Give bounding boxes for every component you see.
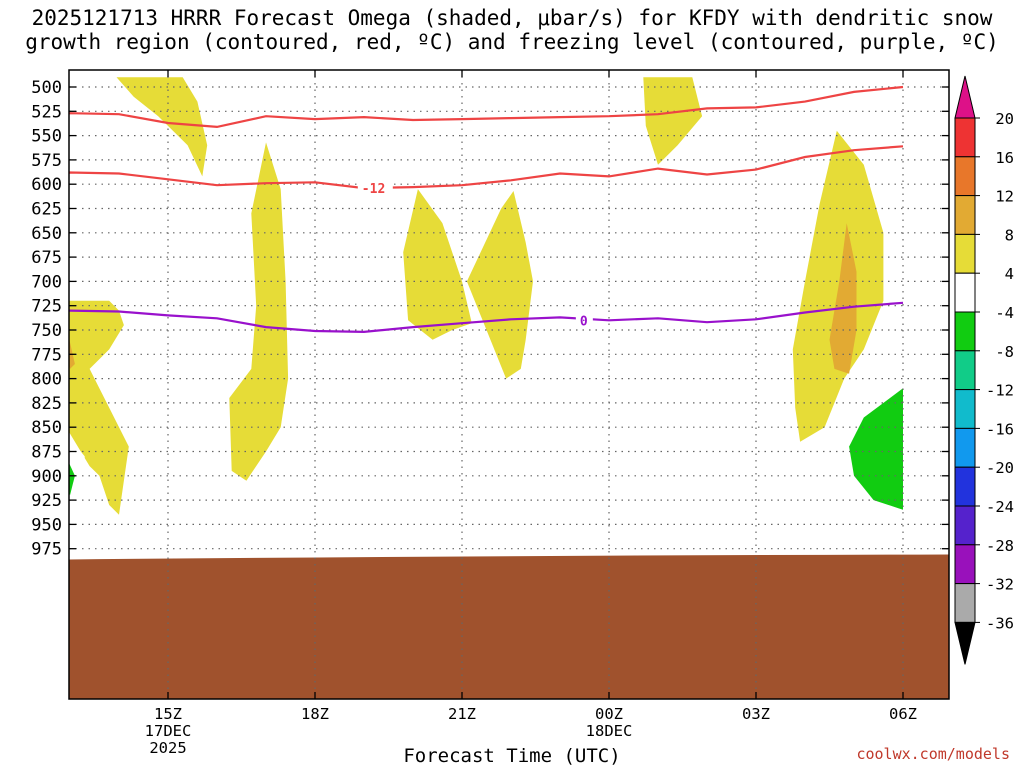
gridlines bbox=[69, 70, 949, 699]
colorbar-label--4: -4 bbox=[995, 304, 1014, 322]
omega-region-4 bbox=[172, 271, 183, 316]
contour-label-2: 0 bbox=[580, 314, 588, 329]
ytick-label-800: 800 bbox=[31, 370, 62, 390]
colorbar-bin--20 bbox=[954, 427, 976, 468]
colorbar-label--12: -12 bbox=[986, 382, 1014, 400]
omega-region-7 bbox=[69, 436, 85, 520]
ytick-label-700: 700 bbox=[31, 272, 62, 292]
ytick-label-975: 975 bbox=[31, 540, 62, 560]
ytick-label-525: 525 bbox=[31, 102, 62, 122]
terrain-layer bbox=[69, 554, 949, 699]
colorbar-label--24: -24 bbox=[986, 498, 1014, 516]
ytick-label-675: 675 bbox=[31, 248, 62, 268]
temperature-contours: -12 0 bbox=[69, 85, 904, 334]
contour-label-bg-2 bbox=[575, 312, 593, 329]
xtick-sub2-15Z: 2025 bbox=[149, 739, 186, 757]
colorbar-label--16: -16 bbox=[986, 420, 1014, 438]
chart-title-line1: 2025121713 HRRR Forecast Omega (shaded, … bbox=[31, 6, 993, 30]
ytick-label-775: 775 bbox=[31, 345, 62, 365]
colorbar-label-4: 4 bbox=[1005, 265, 1014, 283]
colorbar-bin--8 bbox=[954, 311, 976, 352]
terrain-surface bbox=[69, 554, 949, 699]
colorbar-label--20: -20 bbox=[986, 459, 1014, 477]
ytick-label-950: 950 bbox=[31, 515, 62, 535]
xtick-label-15Z: 15Z bbox=[154, 705, 182, 723]
credit-text: coolwx.com/models bbox=[856, 745, 1010, 763]
colorbar-label--36: -36 bbox=[986, 614, 1014, 632]
contour-0 bbox=[69, 85, 904, 129]
xtick-label-21Z: 21Z bbox=[448, 705, 476, 723]
colorbar-bin--32 bbox=[954, 544, 976, 585]
omega-region-3 bbox=[229, 142, 289, 481]
colorbar-bin-12 bbox=[954, 156, 976, 197]
omega-region-5 bbox=[69, 300, 129, 515]
ytick-label-625: 625 bbox=[31, 200, 62, 220]
colorbar-label--8: -8 bbox=[995, 343, 1014, 361]
xtick-label-03Z: 03Z bbox=[742, 705, 770, 723]
colorbar: 20 16 12 8 4 -4 -8 -12 -16 -20 -24 -28 -32 -36 bbox=[954, 75, 1014, 665]
omega-region-14 bbox=[792, 130, 884, 442]
colorbar-bin--36 bbox=[954, 583, 976, 623]
omega-region-1 bbox=[204, 77, 227, 153]
colorbar-bin--12 bbox=[954, 350, 976, 391]
colorbar-label-8: 8 bbox=[1005, 226, 1014, 244]
colorbar-bin--4 bbox=[954, 272, 976, 313]
colorbar-label--32: -32 bbox=[986, 576, 1014, 594]
contour-label-bg-1 bbox=[357, 180, 393, 197]
ytick-label-550: 550 bbox=[31, 127, 62, 147]
omega-region-12 bbox=[643, 77, 703, 165]
colorbar-over-arrow bbox=[954, 75, 976, 119]
contour-label-1: -12 bbox=[362, 182, 385, 197]
omega-region-9 bbox=[148, 446, 183, 525]
colorbar-label-12: 12 bbox=[995, 188, 1014, 206]
ytick-label-600: 600 bbox=[31, 175, 62, 195]
ytick-label-825: 825 bbox=[31, 394, 62, 414]
omega-region-0 bbox=[116, 77, 208, 177]
omega-region-15 bbox=[829, 223, 857, 374]
xtick-sub1-15Z: 17DEC bbox=[145, 722, 192, 740]
omega-region-6 bbox=[69, 338, 75, 369]
ytick-label-575: 575 bbox=[31, 151, 62, 171]
ytick-label-500: 500 bbox=[31, 78, 62, 98]
x-axis-title: Forecast Time (UTC) bbox=[403, 745, 621, 767]
contour-1 bbox=[69, 145, 904, 190]
ytick-label-900: 900 bbox=[31, 467, 62, 487]
colorbar-label-20: 20 bbox=[995, 110, 1014, 128]
ytick-label-875: 875 bbox=[31, 443, 62, 463]
ytick-label-650: 650 bbox=[31, 224, 62, 244]
colorbar-bin-4 bbox=[954, 233, 976, 274]
colorbar-bin--28 bbox=[954, 505, 976, 546]
colorbar-under-arrow bbox=[954, 621, 976, 665]
colorbar-bin-8 bbox=[954, 195, 976, 235]
colorbar-label--28: -28 bbox=[986, 537, 1014, 555]
colorbar-bin-16 bbox=[954, 117, 976, 158]
plot-frame bbox=[68, 69, 950, 700]
axes: 500 525 550 575 600 625 650 675 700 725 750 775 800 8… bbox=[31, 69, 950, 757]
colorbar-bin--16 bbox=[954, 389, 976, 429]
omega-region-2 bbox=[69, 130, 85, 222]
colorbar-label-16: 16 bbox=[995, 149, 1014, 167]
omega-region-11 bbox=[466, 191, 533, 379]
ytick-label-750: 750 bbox=[31, 321, 62, 341]
chart-title-line2: growth region (contoured, red, ºC) and f… bbox=[25, 30, 999, 54]
xtick-label-00Z: 00Z bbox=[595, 705, 623, 723]
ytick-label-925: 925 bbox=[31, 491, 62, 511]
omega-region-13 bbox=[736, 390, 774, 520]
colorbar-bin--24 bbox=[954, 466, 976, 507]
xtick-label-06Z: 06Z bbox=[889, 705, 917, 723]
omega-region-10 bbox=[403, 189, 472, 340]
ytick-label-725: 725 bbox=[31, 297, 62, 317]
xtick-sub1-00Z: 18DEC bbox=[586, 722, 633, 740]
omega-region-17 bbox=[849, 388, 903, 510]
ytick-label-850: 850 bbox=[31, 418, 62, 438]
chart-title: 2025121713 HRRR Forecast Omega (shaded, … bbox=[0, 6, 1024, 54]
omega-region-8 bbox=[69, 462, 75, 496]
xtick-label-18Z: 18Z bbox=[301, 705, 329, 723]
contour-2 bbox=[69, 301, 904, 334]
omega-shading-layer bbox=[69, 77, 903, 535]
